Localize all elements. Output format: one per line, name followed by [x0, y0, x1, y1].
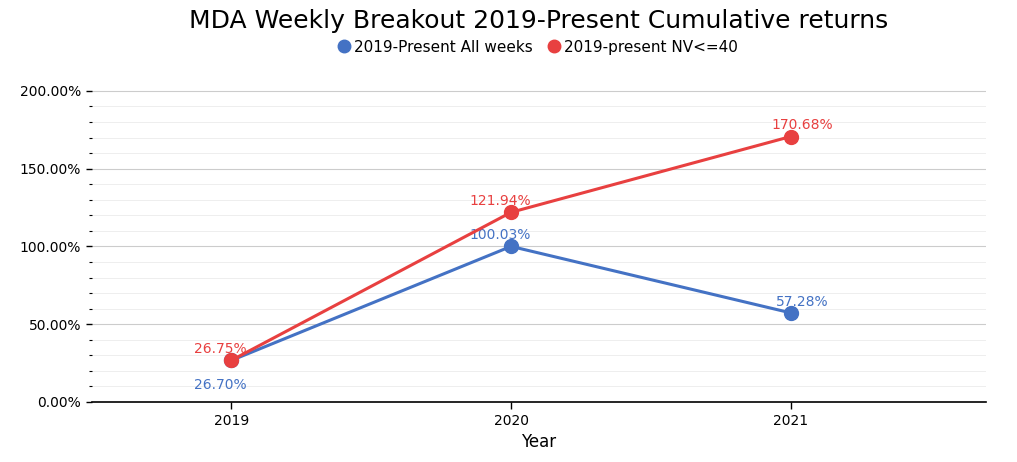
Line: 2019-Present All weeks: 2019-Present All weeks: [225, 239, 797, 367]
Text: 26.75%: 26.75%: [194, 342, 246, 356]
X-axis label: Year: Year: [522, 433, 556, 451]
Text: 57.28%: 57.28%: [776, 295, 828, 309]
Line: 2019-present NV<=40: 2019-present NV<=40: [225, 129, 797, 367]
2019-Present All weeks: [226, 358, 238, 363]
2019-present NV<=40: [785, 134, 797, 140]
Legend: 2019-Present All weeks, 2019-present NV<=40: 2019-Present All weeks, 2019-present NV<…: [334, 33, 744, 61]
2019-Present All weeks: [504, 243, 517, 249]
2019-Present All weeks: [785, 310, 797, 316]
2019-present NV<=40: [226, 358, 238, 363]
Title: MDA Weekly Breakout 2019-Present Cumulative returns: MDA Weekly Breakout 2019-Present Cumulat…: [189, 9, 889, 33]
Text: 26.70%: 26.70%: [194, 378, 246, 392]
Text: 100.03%: 100.03%: [469, 228, 531, 242]
Text: 121.94%: 121.94%: [469, 194, 531, 208]
2019-present NV<=40: [504, 210, 517, 215]
Text: 170.68%: 170.68%: [771, 118, 833, 133]
